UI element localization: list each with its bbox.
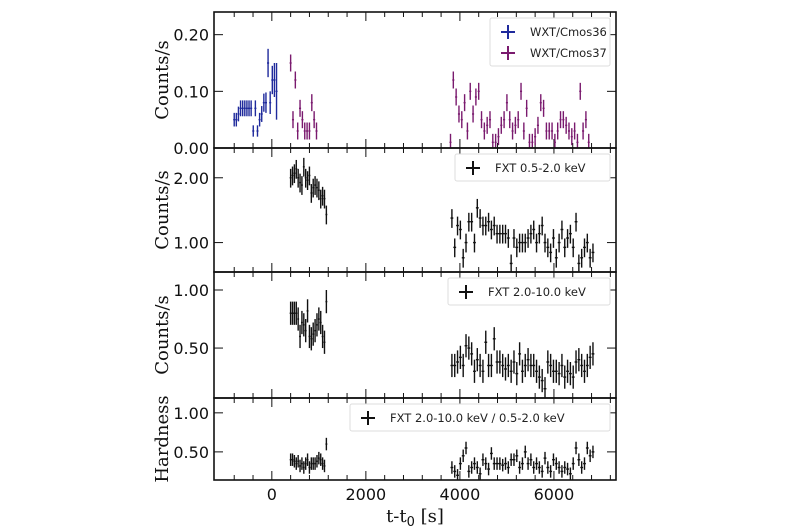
legend: FXT 0.5-2.0 keV [454,153,611,182]
x-tick-label: 4000 [440,485,481,504]
legend-label: FXT 2.0-10.0 keV [488,285,586,299]
y-axis-label: Counts/s [152,170,173,250]
series-fxt-2-0-10-0-kev [289,290,595,398]
legend-label: WXT/Cmos37 [530,46,607,60]
y-tick-label: 0.50 [173,443,209,462]
legend-label: FXT 0.5-2.0 keV [495,161,586,175]
y-axis-label: Counts/s [152,295,173,375]
x-tick-label: 6000 [534,485,575,504]
y-tick-label: 0.20 [173,26,209,45]
y-tick-label: 1.00 [173,281,209,300]
y-tick-label: 1.00 [173,404,209,423]
y-tick-label: 0.10 [173,82,209,101]
legend: FXT 2.0-10.0 keV / 0.5-2.0 keV [349,403,611,432]
legend-box [447,277,611,306]
y-axis-label: Counts/s [152,40,173,120]
x-tick-label: 0 [267,485,277,504]
legend-box [489,17,611,67]
legend-box [454,153,611,182]
legend-label: FXT 2.0-10.0 keV / 0.5-2.0 keV [390,411,565,425]
legend: FXT 2.0-10.0 keV [447,277,611,306]
y-tick-label: 0.00 [173,139,209,158]
series-fxt-0-5-2-0-kev [289,157,595,272]
y-axis-label: Hardness [152,395,173,482]
series-fxt-2-0-10-0-kev-0-5-2-0-kev [289,437,595,480]
legend-box [349,403,611,432]
legend-label: WXT/Cmos36 [530,25,607,39]
legend: WXT/Cmos36 WXT/Cmos37 [489,17,611,67]
series-wxt-cmos37 [289,54,590,148]
axes-frame [213,397,617,481]
y-tick-label: 0.50 [173,339,209,358]
series-wxt-cmos36 [233,48,278,137]
x-axis-label: t-t0 [s] [386,506,444,530]
y-tick-label: 1.00 [173,234,209,253]
y-tick-label: 2.00 [173,169,209,188]
x-tick-label: 2000 [346,485,387,504]
